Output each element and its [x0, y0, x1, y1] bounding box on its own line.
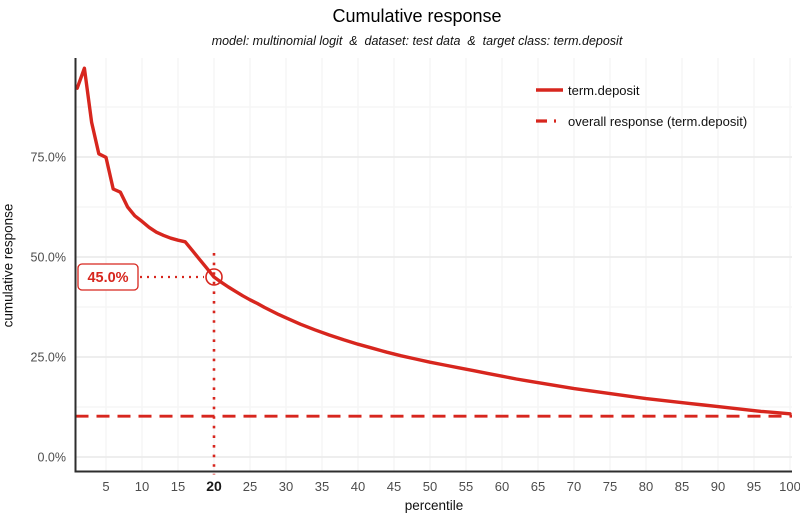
- x-tick-label: 50: [423, 479, 437, 494]
- y-tick-label: 50.0%: [31, 251, 66, 265]
- x-tick-label: 30: [279, 479, 293, 494]
- x-tick-label: 60: [495, 479, 509, 494]
- x-tick-label: 90: [711, 479, 725, 494]
- legend: term.deposit overall response (term.depo…: [536, 80, 747, 142]
- x-tick-label: 15: [171, 479, 185, 494]
- x-tick-label: 20: [206, 478, 222, 494]
- x-axis-label: percentile: [404, 498, 464, 513]
- annotation-label-box: [77, 263, 139, 291]
- chart-title: Cumulative response: [332, 6, 502, 26]
- x-tick-label: 85: [675, 479, 689, 494]
- chart-subtitle: model: multinomial logit & dataset: test…: [211, 34, 623, 48]
- x-tick-label: 10: [135, 479, 149, 494]
- x-tick-label: 55: [459, 479, 473, 494]
- y-tick-label: 25.0%: [31, 351, 66, 365]
- dashed-line-icon: [536, 119, 563, 123]
- x-tick-label: 95: [747, 479, 761, 494]
- cumulative-response-curve: [75, 66, 792, 416]
- legend-label: overall response (term.deposit): [568, 113, 748, 129]
- solid-line-icon: [536, 88, 563, 92]
- annotation-circle: [205, 268, 223, 286]
- legend-label: term.deposit: [568, 82, 640, 98]
- legend-entry-term-deposit: term.deposit: [536, 80, 747, 100]
- annotation-label: 45.0%: [87, 270, 128, 286]
- y-tick-label: 0.0%: [38, 451, 67, 465]
- x-tick-label: 35: [315, 479, 329, 494]
- x-tick-label: 70: [567, 479, 581, 494]
- x-tick-label: 80: [639, 479, 653, 494]
- x-tick-label: 40: [351, 479, 365, 494]
- y-tick-label: 75.0%: [31, 151, 66, 165]
- y-axis-label: cumulative response: [0, 203, 16, 328]
- legend-entry-overall-response: overall response (term.deposit): [536, 111, 747, 131]
- x-tick-label: 75: [603, 479, 617, 494]
- x-tick-label: 65: [531, 479, 545, 494]
- x-tick-label: 45: [387, 479, 401, 494]
- x-tick-label: 5: [102, 479, 109, 494]
- x-tick-label: 100: [779, 479, 800, 494]
- x-tick-label: 25: [243, 479, 257, 494]
